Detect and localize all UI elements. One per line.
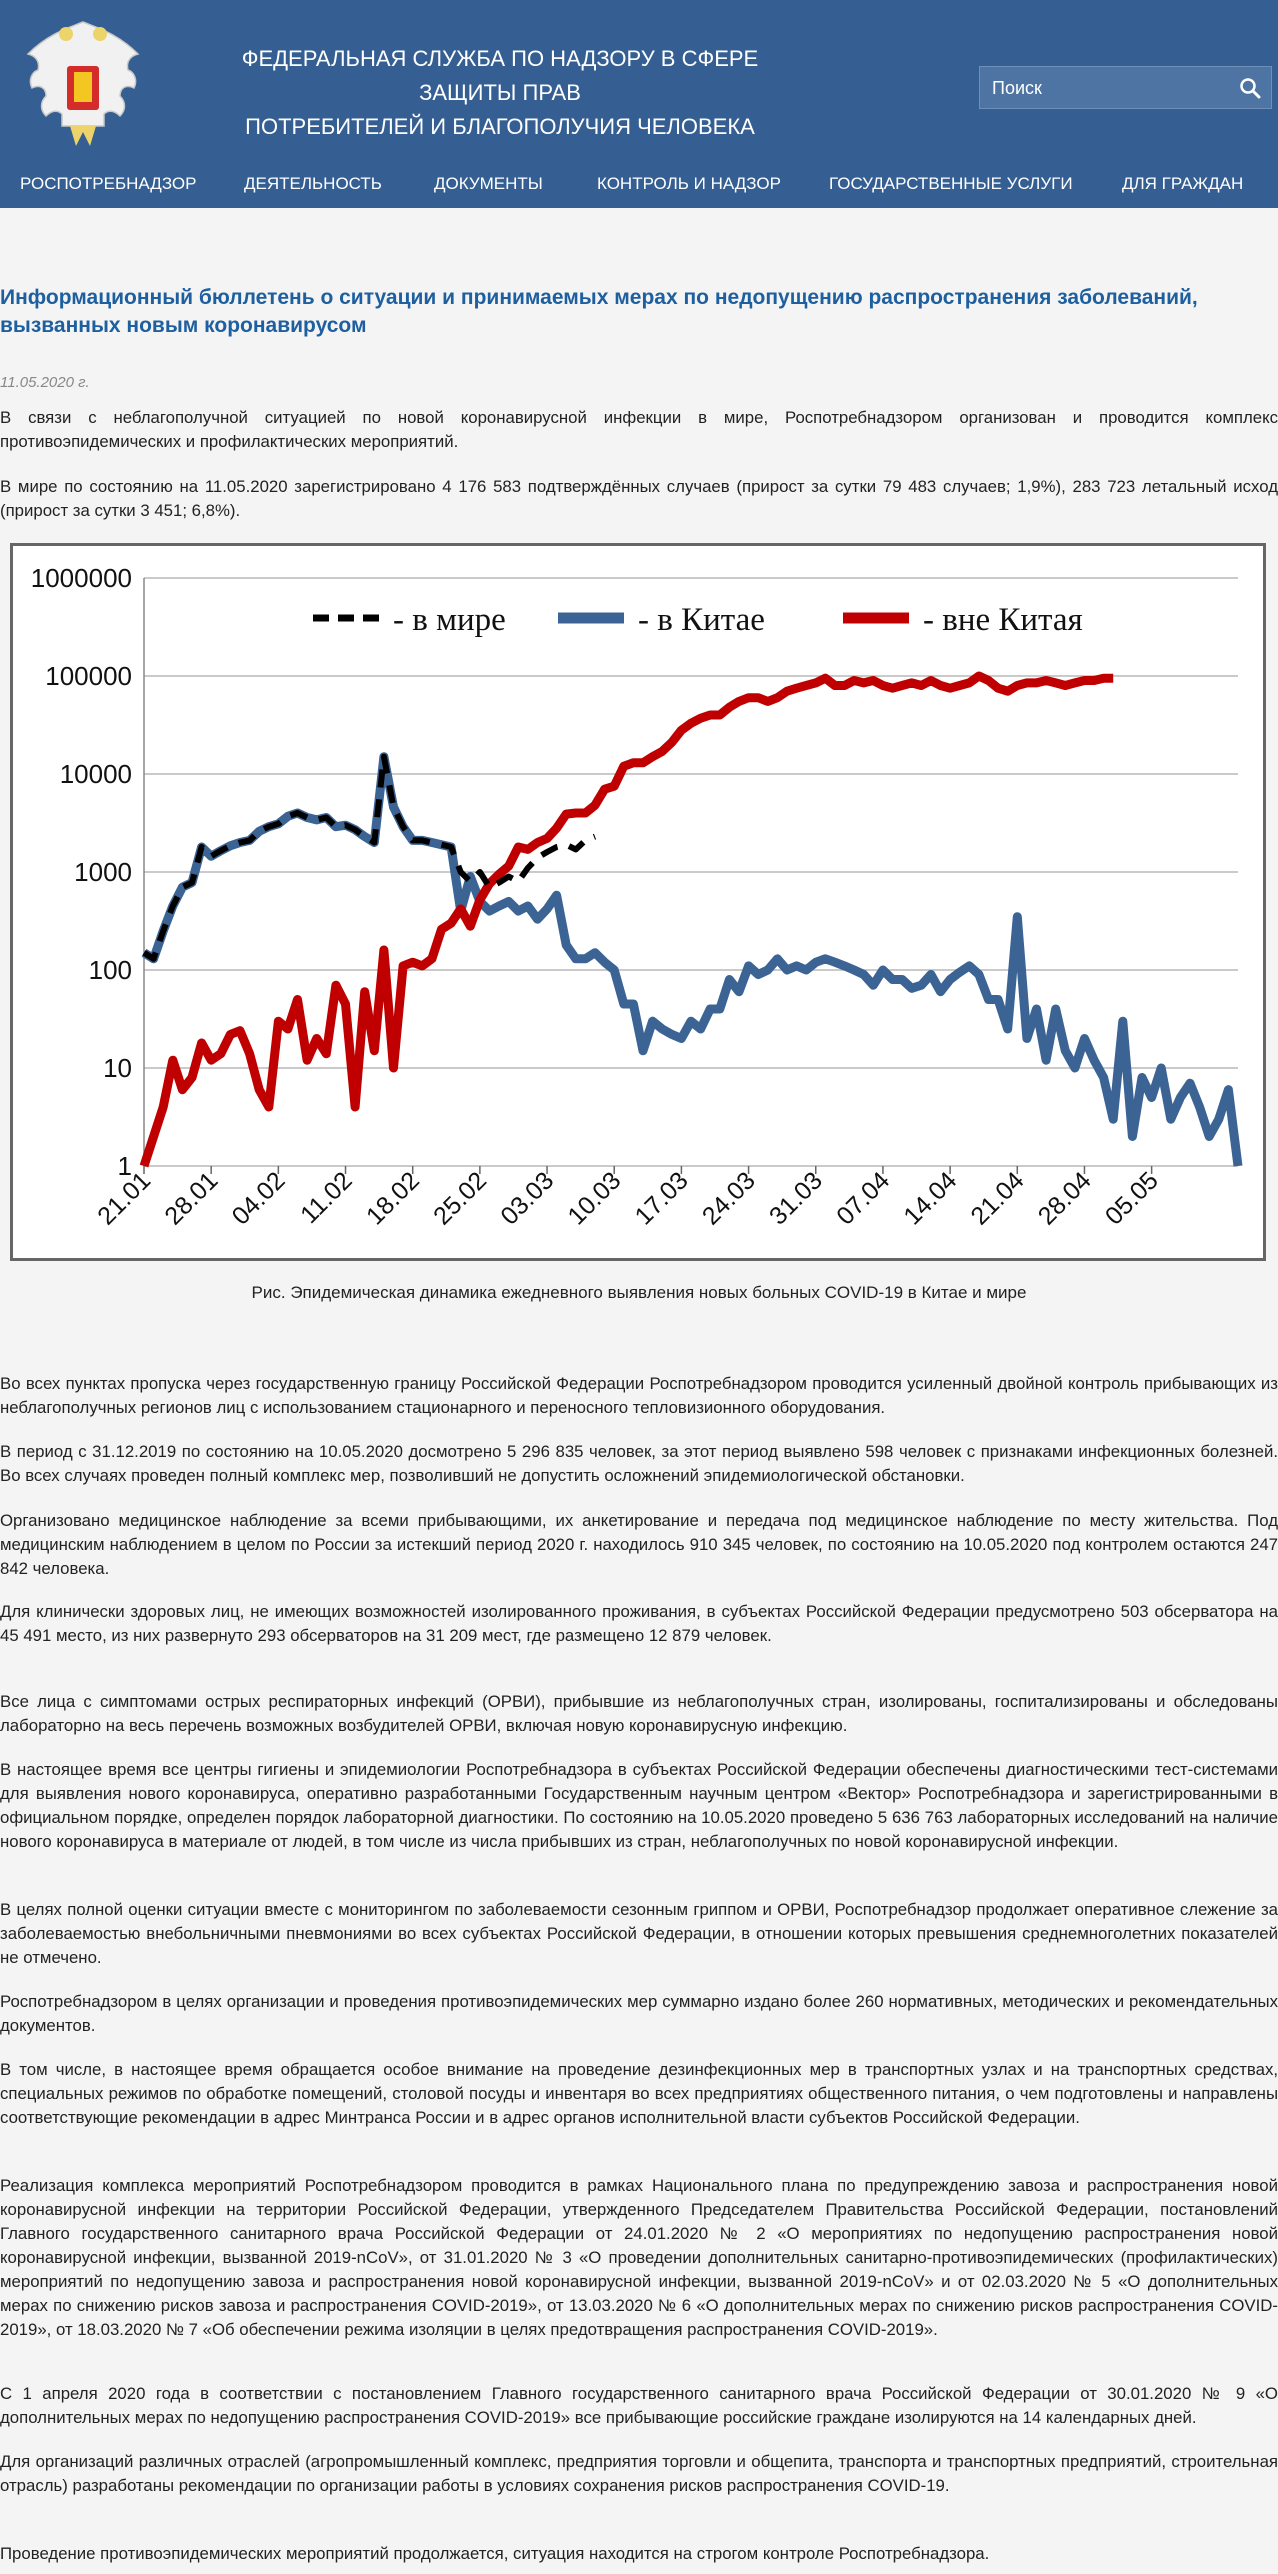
body-paragraph: Реализация комплекса мероприятий Роспотр… <box>0 2176 1278 2339</box>
page-title: Информационный бюллетень о ситуации и пр… <box>0 286 1198 337</box>
y-tick-label: 10000 <box>60 759 132 789</box>
intro-paragraph: В связи с неблагополучной ситуацией по н… <box>0 408 1278 451</box>
body-paragraph: В том числе, в настоящее время обращаетс… <box>0 2060 1278 2127</box>
series-line <box>141 752 1243 1167</box>
x-tick-label: 10.03 <box>562 1166 626 1230</box>
x-tick-label: 11.02 <box>295 1166 358 1229</box>
main-navigation: РОСПОТРЕБНАДЗОР ДЕЯТЕЛЬНОСТЬ ДОКУМЕНТЫ К… <box>0 168 1278 202</box>
y-tick-label: 1 <box>118 1151 132 1181</box>
x-tick-label: 28.04 <box>1033 1166 1097 1230</box>
nav-item-rospotrebnadzor[interactable]: РОСПОТРЕБНАДЗОР <box>20 174 197 193</box>
body-paragraph: Организовано медицинское наблюдение за в… <box>0 1511 1278 1578</box>
coat-of-arms-emblem[interactable] <box>18 14 148 154</box>
x-tick-label: 04.02 <box>227 1166 291 1230</box>
x-tick-label: 18.02 <box>361 1166 425 1230</box>
body-paragraph: Роспотребнадзором в целях организации и … <box>0 1992 1278 2035</box>
site-header: ФЕДЕРАЛЬНАЯ СЛУЖБА ПО НАДЗОРУ В СФЕРЕ ЗА… <box>0 0 1278 208</box>
y-tick-label: 1000000 <box>31 563 132 593</box>
x-tick-label: 25.02 <box>428 1166 492 1230</box>
x-tick-label: 03.03 <box>495 1166 559 1230</box>
body-paragraph: В период с 31.12.2019 по состоянию на 10… <box>0 1442 1278 1485</box>
chart-caption: Рис. Эпидемическая динамика ежедневного … <box>251 1283 1027 1302</box>
legend-label: - в Китае <box>638 602 765 638</box>
organization-title-line1: ФЕДЕРАЛЬНАЯ СЛУЖБА ПО НАДЗОРУ В СФЕРЕ ЗА… <box>241 46 759 105</box>
chart-legend: - в мире - в Китае - вне Китая <box>313 602 1083 638</box>
nav-item-control[interactable]: КОНТРОЛЬ И НАДЗОР <box>597 174 781 193</box>
body-paragraph: Для организаций различных отраслей (агро… <box>0 2452 1278 2495</box>
body-paragraph: В целях полной оценки ситуации вместе с … <box>0 1900 1278 1967</box>
y-tick-label: 100 <box>89 955 132 985</box>
nav-item-services[interactable]: ГОСУДАРСТВЕННЫЕ УСЛУГИ <box>829 174 1073 193</box>
x-tick-label: 14.04 <box>898 1166 962 1230</box>
body-paragraph: Все лица с симптомами острых респираторн… <box>0 1692 1278 1735</box>
chart-svg: 1 10 100 1000 10000 100000 1000000 21.01 28.01 0… <box>31 563 1243 1230</box>
x-tick-label: 28.01 <box>159 1166 223 1230</box>
x-axis-ticks: 21.01 28.01 04.02 11.02 18.02 25.02 03.03 10.03… <box>92 1166 1164 1230</box>
body-paragraph: Во всех пунктах пропуска через государст… <box>0 1374 1278 1417</box>
search-icon[interactable] <box>1239 77 1261 99</box>
legend-label: - вне Китая <box>923 602 1083 638</box>
nav-item-documents[interactable]: ДОКУМЕНТЫ <box>434 174 543 193</box>
y-tick-label: 1000 <box>74 857 132 887</box>
x-tick-label: 21.04 <box>965 1166 1029 1230</box>
chart-grid <box>143 577 1238 1167</box>
x-tick-label: 05.05 <box>1100 1166 1164 1230</box>
search-box <box>979 66 1272 110</box>
epidemic-chart: 1 10 100 1000 10000 100000 1000000 21.01 28.01 0… <box>10 543 1266 1261</box>
series-line <box>142 753 597 962</box>
publication-date: 11.05.2020 г. <box>0 374 90 391</box>
y-axis-ticks: 1 10 100 1000 10000 100000 1000000 <box>31 563 132 1181</box>
series-line <box>139 671 1114 1168</box>
nav-item-citizens[interactable]: ДЛЯ ГРАЖДАН <box>1122 174 1244 193</box>
nav-item-activity[interactable]: ДЕЯТЕЛЬНОСТЬ <box>244 174 382 193</box>
body-paragraph: Проведение противоэпидемических мероприя… <box>0 2544 990 2563</box>
legend-label: - в мире <box>393 602 506 638</box>
organization-title-line2: ПОТРЕБИТЕЛЕЙ И БЛАГОПОЛУЧИЯ ЧЕЛОВЕКА <box>245 114 755 139</box>
body-paragraph: С 1 апреля 2020 года в соответствии с по… <box>0 2384 1278 2427</box>
x-tick-label: 07.04 <box>831 1166 895 1230</box>
y-tick-label: 10 <box>103 1053 132 1083</box>
search-input[interactable] <box>990 67 1224 110</box>
x-tick-label: 31.03 <box>764 1166 828 1230</box>
chart-series <box>139 671 1243 1168</box>
body-paragraph: Для клинически здоровых лиц, не имеющих … <box>0 1602 1278 1645</box>
organization-title: ФЕДЕРАЛЬНАЯ СЛУЖБА ПО НАДЗОРУ В СФЕРЕ ЗА… <box>240 42 760 144</box>
x-tick-label: 17.03 <box>630 1166 694 1230</box>
intro-paragraph: В мире по состоянию на 11.05.2020 зареги… <box>0 477 1278 520</box>
x-tick-label: 24.03 <box>697 1166 761 1230</box>
body-paragraph: В настоящее время все центры гигиены и э… <box>0 1760 1278 1851</box>
y-tick-label: 100000 <box>45 661 132 691</box>
